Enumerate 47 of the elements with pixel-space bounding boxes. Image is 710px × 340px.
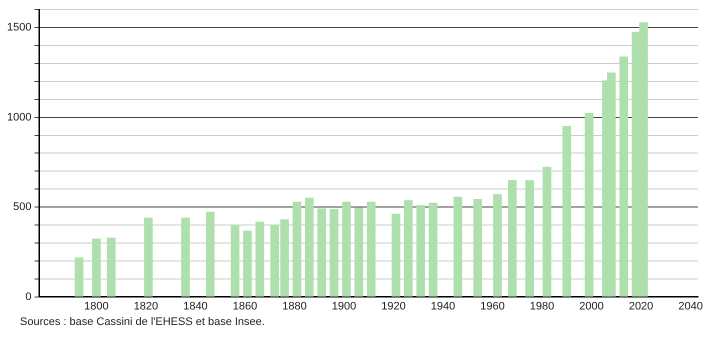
bar bbox=[493, 194, 502, 297]
bar bbox=[366, 202, 376, 297]
bar bbox=[584, 113, 594, 297]
bar bbox=[562, 126, 572, 297]
bar bbox=[473, 199, 482, 297]
x-tick-label: 1820 bbox=[134, 300, 158, 312]
x-tick-label: 2040 bbox=[678, 300, 703, 312]
x-tick-label: 1900 bbox=[332, 300, 356, 312]
bar bbox=[304, 198, 314, 297]
bar bbox=[404, 200, 413, 297]
source-note: Sources : base Cassini de l'EHESS et base Insee. bbox=[19, 316, 266, 328]
x-tick-label: 1980 bbox=[530, 300, 554, 312]
bar bbox=[144, 218, 153, 297]
bar bbox=[243, 230, 252, 297]
bar bbox=[542, 166, 552, 297]
x-tick-label: 1880 bbox=[282, 300, 307, 312]
x-tick-label: 1800 bbox=[84, 300, 109, 312]
bar bbox=[416, 205, 426, 297]
bar bbox=[619, 56, 628, 297]
bar bbox=[428, 202, 438, 297]
bar bbox=[106, 238, 116, 297]
bar bbox=[255, 222, 264, 297]
bar bbox=[342, 202, 351, 297]
x-tick-label: 1960 bbox=[480, 300, 505, 312]
bar bbox=[230, 225, 240, 297]
y-tick-label: 1500 bbox=[6, 22, 32, 34]
y-tick-label: 1000 bbox=[6, 111, 32, 124]
y-tick-label: 500 bbox=[13, 201, 32, 214]
bar bbox=[74, 258, 84, 297]
x-tick-label: 1860 bbox=[232, 300, 258, 312]
x-tick-label: 2020 bbox=[628, 300, 654, 312]
x-tick-label: 1840 bbox=[183, 300, 208, 312]
bar bbox=[317, 208, 326, 297]
bar bbox=[392, 214, 400, 297]
x-tick-label: 2000 bbox=[579, 300, 604, 312]
x-tick-label: 1940 bbox=[430, 300, 456, 312]
x-tick-label: 1920 bbox=[381, 300, 406, 312]
bar bbox=[206, 212, 215, 297]
bar bbox=[181, 218, 190, 297]
bar bbox=[330, 209, 338, 297]
bar bbox=[454, 196, 462, 297]
bar bbox=[354, 208, 364, 297]
bar bbox=[92, 238, 101, 297]
bar bbox=[508, 180, 517, 297]
bar bbox=[525, 180, 534, 297]
bar bbox=[292, 202, 302, 297]
y-tick-label: 0 bbox=[25, 290, 32, 303]
